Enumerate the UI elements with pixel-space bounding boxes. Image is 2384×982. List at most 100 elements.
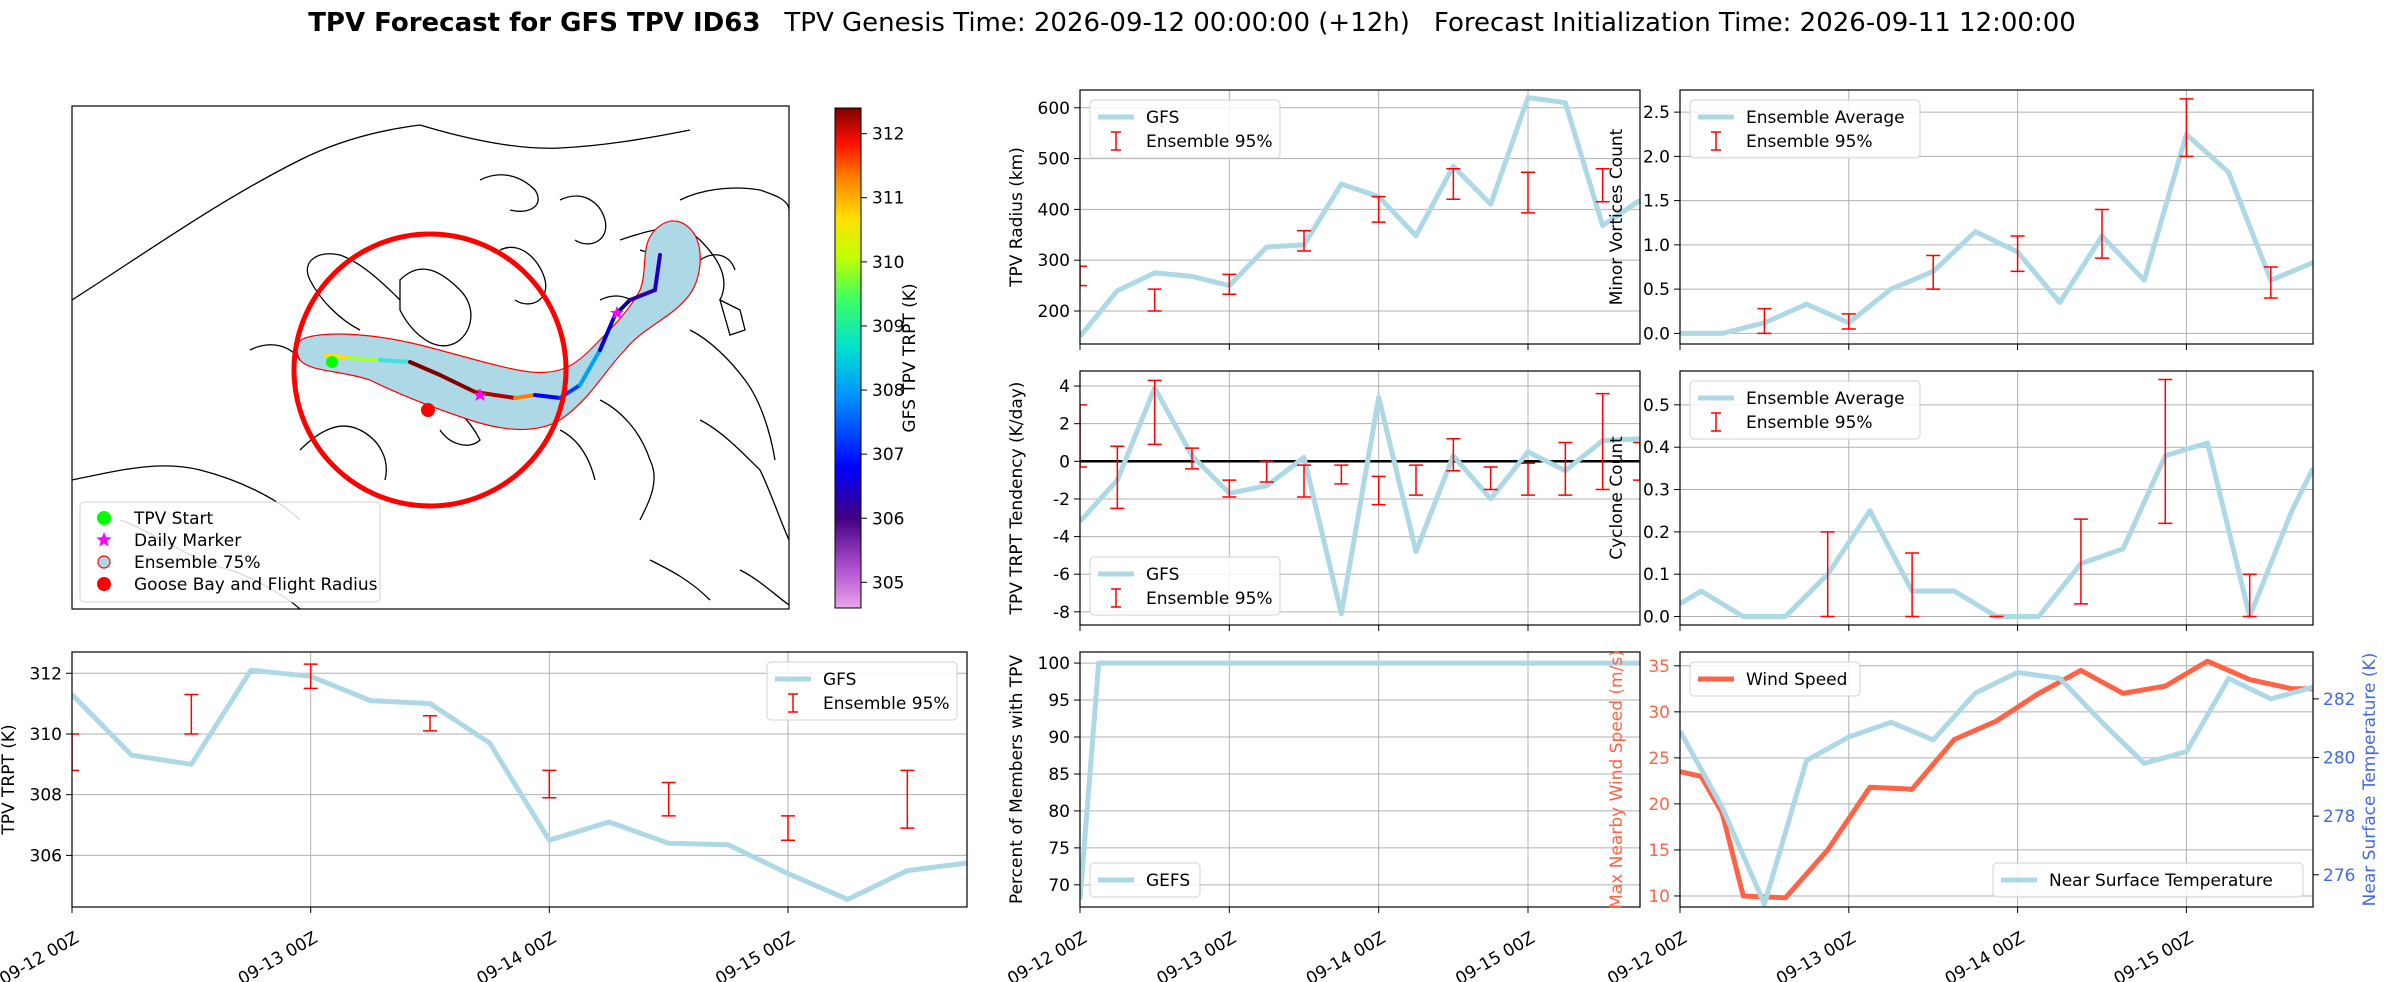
series-line: [1680, 131, 2313, 336]
series-line: [72, 667, 967, 902]
y-tick-label: 0.5: [1643, 396, 1670, 416]
error-bar: [72, 733, 79, 772]
chart-legend-item: Wind Speed: [1698, 670, 1847, 690]
chart-legend-item: GFS: [1098, 565, 1179, 585]
error-bar: [900, 769, 915, 829]
plot-area: [1080, 660, 1640, 900]
chart-legend: Ensemble Average Ensemble 95%: [1689, 99, 1921, 159]
series-line: [1080, 385, 1640, 617]
error-bar: [184, 693, 199, 735]
legend-label: Ensemble 75%: [134, 553, 261, 573]
legend-errorbar-swatch: [1111, 131, 1121, 151]
colorbar-gradient: [834, 107, 862, 609]
error-bar: [1297, 464, 1311, 498]
map-legend-item: TPV Start: [97, 509, 214, 529]
error-bar: [1905, 552, 1920, 618]
x-tick-label: 09-15 00Z: [2111, 928, 2197, 982]
error-bar: [1185, 447, 1199, 470]
axes-frame: [1079, 370, 1641, 626]
error-bar: [1521, 462, 1535, 496]
chart-legend-item: Ensemble 95%: [1111, 131, 1273, 152]
y-tick-label: 308: [30, 786, 62, 806]
y2-axis-label: Near Surface Temperature (K): [2360, 653, 2380, 907]
title-genesis: TPV Genesis Time: 2026-09-12 00:00:00 (+…: [783, 8, 1410, 38]
y-tick-label: 10: [1648, 887, 1670, 907]
y-tick-label: 200: [1038, 302, 1070, 322]
map-legend-item: Goose Bay and Flight Radius: [97, 575, 378, 595]
colorbar-tick-label: 308: [872, 381, 904, 401]
legend-label: Ensemble 95%: [1146, 589, 1273, 609]
chart-minor: 0.0 0.5 1.0 1.5 2.0 2.5 Minor Vortices Count En…: [1607, 89, 2314, 350]
colorbar-tick-label: 306: [872, 509, 904, 529]
y2-tick-label: 280: [2323, 749, 2355, 769]
x-tick-label: 09-15 00Z: [712, 928, 798, 982]
y-tick-label: 0.0: [1643, 324, 1670, 344]
legend-label: Ensemble 95%: [1746, 413, 1873, 433]
error-bar: [1259, 460, 1274, 483]
y-axis-label: Cyclone Count: [1607, 436, 1627, 560]
y-tick-label: 310: [30, 725, 62, 745]
chart-legend-item: Ensemble Average: [1698, 389, 1905, 409]
y-tick-label: 1.0: [1643, 236, 1670, 256]
plot-area: [1680, 658, 2313, 907]
y-tick-label: 85: [1048, 765, 1070, 785]
error-bar: [1558, 441, 1573, 496]
x-tick-label: 09-13 00Z: [1773, 928, 1859, 982]
error-bar: [2242, 573, 2257, 618]
legend-label: Goose Bay and Flight Radius: [134, 575, 378, 595]
x-tick-label: 09-13 00Z: [235, 928, 321, 982]
error-bar: [2263, 266, 2278, 299]
legend-label: Near Surface Temperature: [2049, 871, 2273, 891]
goose-bay-marker: [421, 403, 435, 417]
colorbar-tick-label: 307: [872, 445, 904, 465]
y2-tick-label: 276: [2323, 866, 2355, 886]
axes-frame: [1079, 651, 1641, 908]
colorbar-tick-label: 311: [872, 189, 904, 209]
colorbar: 305 306 307 308 309 310 311 312 GFS TPV TRPT (K…: [834, 107, 920, 609]
plot-area: [1080, 379, 1640, 617]
error-bar: [1334, 464, 1349, 485]
title-init: Forecast Initialization Time: 2026-09-11…: [1434, 8, 2076, 38]
y-tick-label: 30: [1648, 703, 1670, 723]
y-tick-label: 0.5: [1643, 280, 1670, 300]
axes-frame: [1679, 370, 2314, 626]
legend-marker-star: [96, 532, 112, 547]
y-tick-label: 300: [1038, 251, 1070, 271]
colorbar-tick-label: 309: [872, 317, 904, 337]
series-line: [1680, 440, 2313, 619]
error-bar: [1926, 254, 1941, 290]
axes-frame: [71, 651, 968, 908]
y-tick-label: 2: [1059, 415, 1070, 435]
y-axis-label: TPV Radius (km): [1007, 147, 1027, 288]
axes-frame: [1679, 89, 2314, 345]
chart-legend-item: Ensemble 95%: [1711, 131, 1873, 152]
grid: [1079, 90, 1640, 344]
error-bar: [1409, 464, 1423, 496]
error-bar: [1820, 531, 1835, 618]
map-frame: [71, 105, 790, 610]
map-legend-item: Daily Marker: [96, 531, 241, 551]
y2-tick-label: 278: [2323, 807, 2355, 827]
chart-cyclone: 0.0 0.1 0.2 0.3 0.4 0.5 Cyclone Count Ensemble …: [1607, 370, 2314, 631]
y-tick-label: 2.0: [1643, 147, 1670, 167]
y-tick-label: 0.2: [1643, 523, 1670, 543]
error-bar: [542, 769, 557, 799]
y-tick-label: 0.3: [1643, 481, 1670, 501]
daily-markers: [473, 306, 624, 401]
x-tick-label: 09-14 00Z: [1303, 928, 1389, 982]
error-bar: [2010, 235, 2025, 273]
chart-legend: GFS Ensemble 95%: [1089, 556, 1281, 616]
legend-label: GFS: [1146, 108, 1179, 128]
chart-legend-item: Ensemble 95%: [1111, 588, 1273, 609]
error-bar: [1080, 404, 1087, 468]
legend-label: Ensemble 95%: [823, 694, 950, 714]
error-bar: [1371, 195, 1386, 223]
y-tick-label: 500: [1038, 150, 1070, 170]
y-tick-label: 75: [1048, 839, 1070, 859]
chart-legend-item: GFS: [775, 670, 856, 690]
error-bar: [1841, 313, 1856, 330]
chart-legend: Wind Speed: [1689, 661, 1861, 697]
y2-tick-label: 282: [2323, 690, 2355, 710]
legend-label: Ensemble Average: [1746, 108, 1905, 128]
